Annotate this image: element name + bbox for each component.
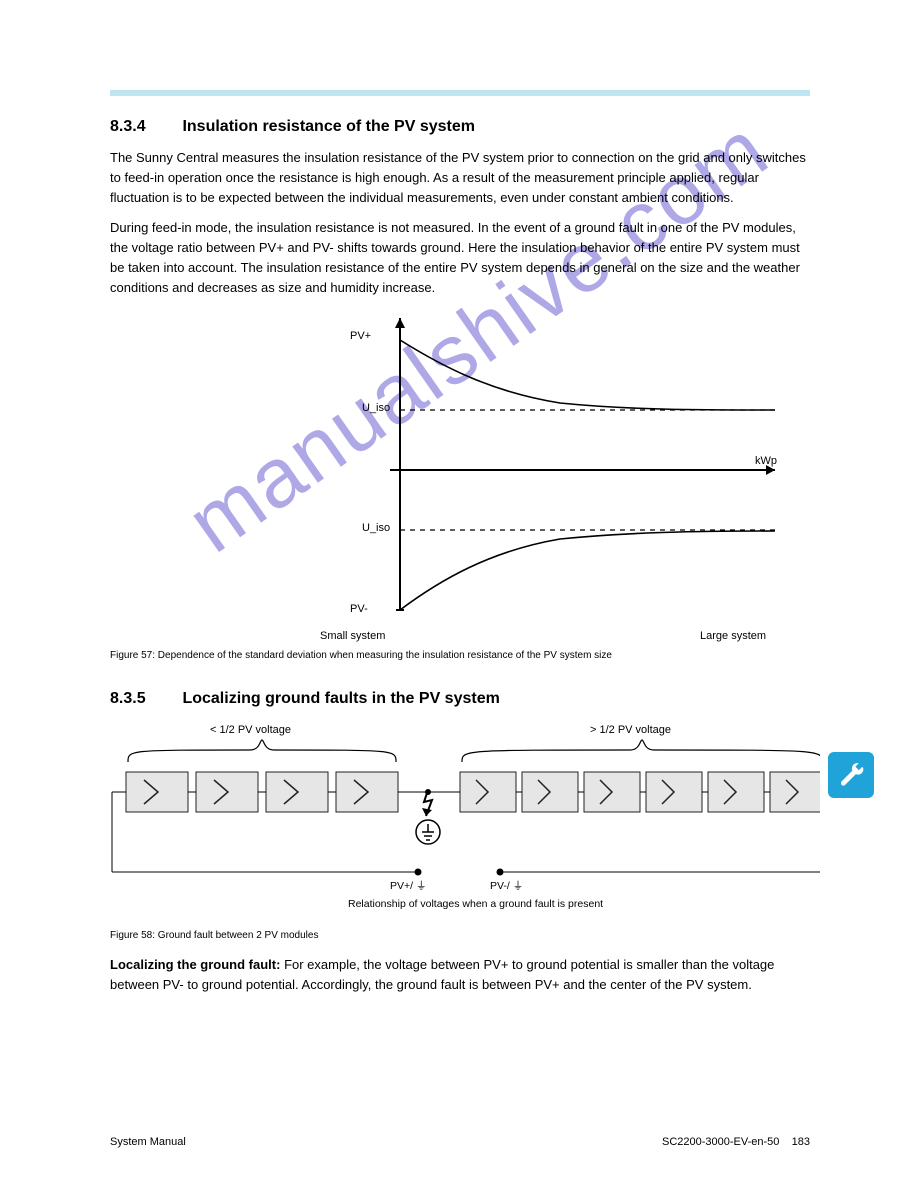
section-number-2: 8.3.5: [110, 690, 178, 708]
paragraph-2: During feed-in mode, the insulation resi…: [110, 218, 810, 299]
section-title-2: Localizing ground faults in the PV syste…: [182, 690, 499, 707]
ground-icon: ⏚: [513, 880, 524, 892]
diagram-terminal-right-text: PV-/: [490, 880, 510, 892]
section-number-1: 8.3.4: [110, 118, 178, 136]
diagram-terminal-left-text: PV+/: [390, 880, 413, 892]
section-heading-1: 8.3.4 Insulation resistance of the PV sy…: [110, 118, 475, 136]
figure-caption-2: Figure 58: Ground fault between 2 PV mod…: [110, 930, 318, 941]
section-title-1: Insulation resistance of the PV system: [182, 118, 475, 135]
insulation-chart: PV+ U_iso kWp U_iso PV-: [320, 310, 790, 630]
header-rule: [110, 90, 810, 96]
chart-y-upper-label: PV+: [350, 330, 371, 342]
side-tab-service[interactable]: [828, 752, 874, 798]
section-heading-2: 8.3.5 Localizing ground faults in the PV…: [110, 690, 500, 708]
diagram-terminal-left: PV+/ ⏚: [390, 878, 426, 893]
ground-fault-diagram: < 1/2 PV voltage > 1/2 PV voltage PV+/ ⏚…: [100, 720, 820, 920]
paragraph-3: Localizing the ground fault: For example…: [110, 955, 810, 995]
footer-page-number: 183: [792, 1136, 810, 1148]
chart-x-label: kWp: [755, 455, 777, 467]
chart-asymptote-upper-label: U_iso: [362, 402, 390, 414]
diagram-right-brace-label: > 1/2 PV voltage: [590, 724, 671, 736]
ground-icon: ⏚: [416, 880, 427, 892]
page-root: manualshive.com 8.3.4 Insulation resista…: [0, 0, 918, 1188]
footer-doc-id: SC2200-3000-EV-en-50: [662, 1136, 779, 1148]
diagram-terminal-right: PV-/ ⏚: [490, 878, 523, 893]
paragraph-1: The Sunny Central measures the insulatio…: [110, 148, 810, 208]
paragraph-3-label: Localizing the ground fault:: [110, 957, 280, 972]
chart-right-note: Large system: [700, 628, 766, 645]
chart-origin-note: Small system: [320, 628, 385, 645]
diagram-hint: Relationship of voltages when a ground f…: [348, 898, 603, 910]
chart-asymptote-lower-label: U_iso: [362, 522, 390, 534]
figure-caption-1: Figure 57: Dependence of the standard de…: [110, 650, 612, 661]
chart-y-lower-label: PV-: [350, 603, 368, 615]
page-footer: System Manual SC2200-3000-EV-en-50 183: [110, 1136, 810, 1148]
wrench-icon: [836, 760, 866, 790]
footer-left: System Manual: [110, 1136, 186, 1148]
diagram-left-brace-label: < 1/2 PV voltage: [210, 724, 291, 736]
